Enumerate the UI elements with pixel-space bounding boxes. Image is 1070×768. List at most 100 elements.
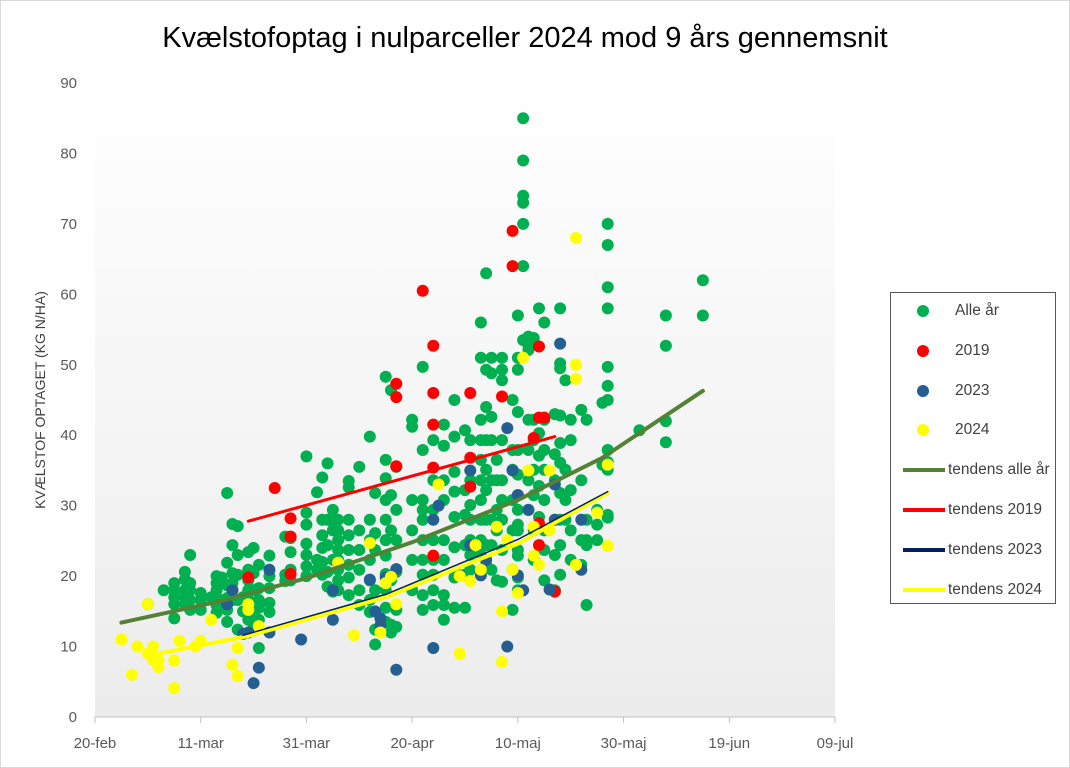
data-point bbox=[379, 513, 392, 526]
data-point bbox=[591, 506, 604, 519]
data-point bbox=[538, 316, 551, 329]
data-point bbox=[490, 520, 503, 533]
data-point bbox=[517, 112, 530, 125]
data-point bbox=[221, 556, 234, 569]
data-point bbox=[263, 563, 276, 576]
data-point bbox=[543, 583, 556, 596]
data-point bbox=[221, 486, 234, 499]
data-point bbox=[448, 485, 461, 498]
data-point bbox=[363, 573, 376, 586]
data-point bbox=[231, 641, 244, 654]
data-point bbox=[379, 601, 392, 614]
data-point bbox=[390, 377, 403, 390]
data-point bbox=[437, 534, 450, 547]
data-point bbox=[300, 560, 313, 573]
data-point bbox=[601, 281, 614, 294]
data-point bbox=[485, 367, 498, 380]
data-point bbox=[538, 411, 551, 424]
data-point bbox=[538, 574, 551, 587]
data-point bbox=[517, 260, 530, 273]
data-point bbox=[580, 598, 593, 611]
data-point bbox=[496, 474, 508, 487]
x-tick-label: 20-apr bbox=[390, 735, 433, 752]
data-point bbox=[437, 418, 450, 431]
data-point bbox=[221, 615, 234, 628]
trendline bbox=[242, 490, 609, 637]
x-tick-label: 20-feb bbox=[74, 735, 117, 752]
x-tick-label: 10-maj bbox=[495, 735, 541, 752]
data-point bbox=[490, 453, 503, 466]
data-point bbox=[369, 638, 382, 651]
data-point bbox=[427, 434, 440, 447]
data-point bbox=[591, 534, 604, 547]
legend-item: tendens 2019 bbox=[891, 498, 1042, 522]
data-point bbox=[601, 539, 614, 552]
data-point bbox=[342, 571, 355, 584]
data-point bbox=[437, 553, 450, 566]
data-point bbox=[416, 360, 429, 373]
data-point bbox=[464, 498, 477, 511]
legend-item: 2019 bbox=[891, 339, 989, 363]
legend-label: Alle år bbox=[955, 302, 999, 319]
data-point bbox=[126, 668, 138, 681]
data-point bbox=[390, 663, 403, 676]
data-point bbox=[379, 370, 392, 383]
data-point bbox=[474, 563, 487, 576]
data-point bbox=[300, 537, 313, 550]
data-point bbox=[406, 553, 419, 566]
legend-label: 2019 bbox=[955, 341, 990, 359]
data-point bbox=[659, 436, 672, 449]
y-tick-label: 90 bbox=[60, 75, 77, 92]
y-tick-label: 80 bbox=[60, 145, 77, 162]
data-point bbox=[295, 633, 308, 646]
legend-label: tendens alle år bbox=[948, 461, 1050, 479]
data-point bbox=[353, 524, 366, 537]
data-point bbox=[464, 480, 477, 493]
data-point bbox=[300, 506, 313, 519]
data-point bbox=[326, 613, 339, 626]
trendline bbox=[145, 491, 610, 658]
data-point bbox=[580, 413, 593, 426]
data-point bbox=[448, 601, 461, 614]
data-point bbox=[496, 656, 508, 669]
data-point bbox=[554, 362, 567, 375]
data-point bbox=[533, 558, 545, 571]
data-point bbox=[390, 391, 403, 404]
data-point bbox=[601, 302, 614, 315]
data-point bbox=[390, 534, 403, 547]
data-point bbox=[205, 613, 218, 626]
y-tick-label: 0 bbox=[69, 709, 77, 726]
data-point bbox=[390, 598, 403, 611]
data-point bbox=[342, 544, 355, 557]
data-point bbox=[453, 570, 466, 583]
data-point bbox=[485, 410, 498, 423]
data-point bbox=[448, 541, 461, 554]
data-point bbox=[459, 601, 471, 614]
y-axis-label: KVÆLSTOF OPTAGET (KG N/HA) bbox=[32, 291, 48, 509]
data-point bbox=[496, 374, 508, 387]
data-point bbox=[427, 418, 440, 431]
data-point bbox=[496, 434, 508, 447]
data-point bbox=[501, 640, 514, 653]
data-point bbox=[231, 520, 244, 533]
data-point bbox=[168, 654, 181, 667]
data-point bbox=[432, 499, 445, 512]
data-point bbox=[511, 524, 524, 537]
data-point bbox=[570, 372, 582, 385]
data-point bbox=[511, 405, 524, 418]
data-point bbox=[363, 537, 376, 550]
data-point bbox=[226, 539, 239, 552]
data-point bbox=[416, 444, 429, 457]
data-point bbox=[522, 444, 535, 457]
data-point bbox=[168, 598, 181, 611]
data-point bbox=[427, 598, 440, 611]
data-point bbox=[416, 284, 429, 297]
legend-item: 2024 bbox=[891, 418, 989, 442]
data-point bbox=[437, 439, 450, 452]
data-point bbox=[226, 584, 239, 597]
data-point bbox=[511, 587, 524, 600]
data-point bbox=[427, 641, 440, 654]
data-point bbox=[559, 494, 572, 507]
legend-label: tendens 2019 bbox=[948, 501, 1042, 518]
